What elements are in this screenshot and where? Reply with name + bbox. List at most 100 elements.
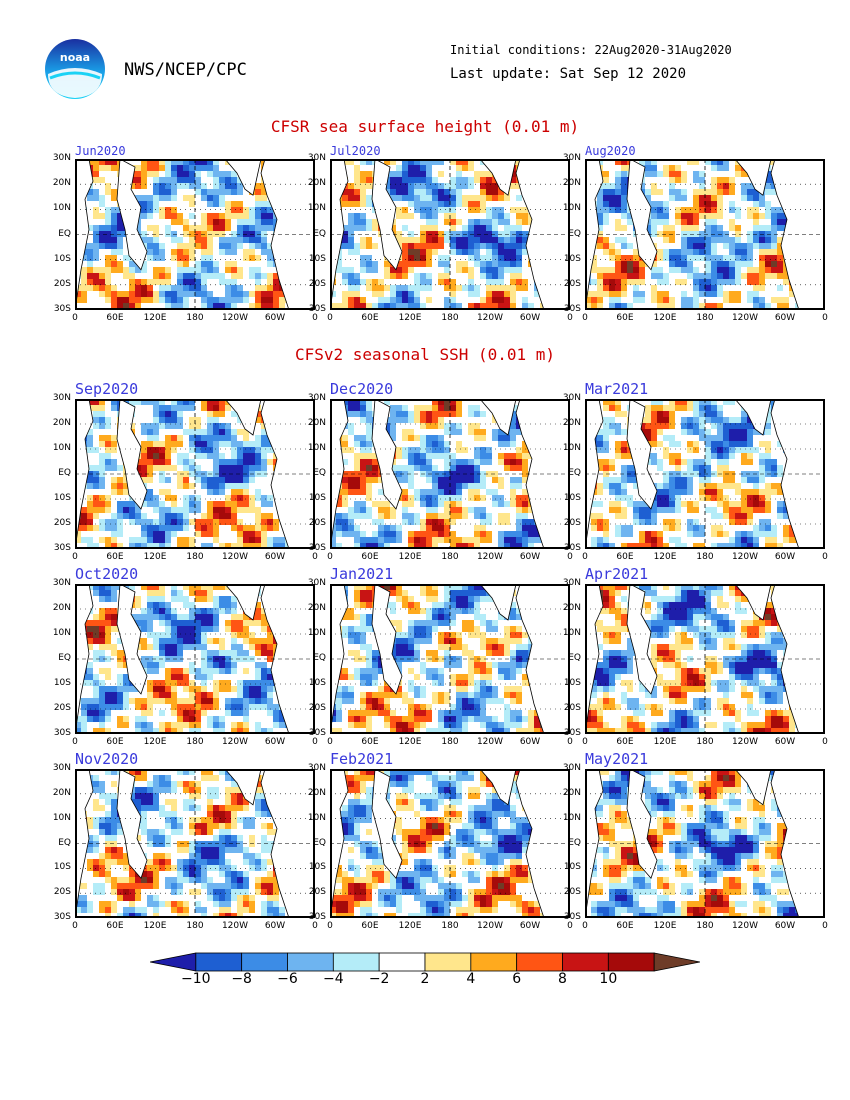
y-tick-label: 10N [307,443,326,453]
x-tick-label: 120W [476,552,504,562]
y-tick-label: EQ [568,468,581,478]
landmass [734,399,772,436]
y-tick-label: 10S [53,862,71,873]
landmass [371,584,403,695]
y-tick-label: 20S [563,278,581,289]
x-tick-label: 0 [567,313,573,323]
y-tick-label: 30S [308,912,326,922]
y-tick-label: EQ [313,228,326,239]
x-tick-label: 180 [696,737,714,747]
panel-title: Nov2020 [75,750,139,768]
landmass [116,584,148,695]
x-tick-label: 60E [106,552,124,562]
x-tick-label: 120W [476,921,504,931]
ssh-heatmap-panel [75,584,315,734]
x-tick-label: 120W [731,737,759,747]
x-tick-label: 60W [519,552,541,562]
colorbar-tick-label: −10 [181,971,211,987]
x-tick-label: 120W [731,313,759,323]
x-tick-label: 0 [327,313,333,323]
colorbar-swatch [195,952,243,972]
landmass [626,399,658,510]
landmass [371,399,403,510]
x-tick-label: 180 [441,313,459,323]
y-tick-label: 20N [307,418,326,428]
y-tick-label: 10S [308,493,326,503]
x-tick-label: 60W [774,313,796,323]
landmass [116,399,148,510]
landmass [116,769,148,880]
y-tick-label: 20N [52,178,71,189]
y-tick-label: 30S [53,912,71,922]
x-tick-label: 120E [143,921,167,931]
y-tick-label: 20S [308,278,326,289]
initial-conditions: Initial conditions: 22Aug2020-31Aug2020 [450,43,732,57]
y-tick-label: 30S [308,304,326,314]
colorbar-swatch [562,952,609,972]
y-tick-label: 10S [53,253,71,264]
y-tick-label: 20S [563,887,581,898]
y-tick-label: 20S [308,887,326,898]
x-tick-label: 60W [264,921,286,931]
y-tick-label: 20S [53,278,71,289]
y-tick-label: 10S [308,678,326,688]
y-tick-label: 30S [53,543,71,553]
y-tick-label: 30N [52,393,71,403]
landmass [626,159,658,271]
x-tick-label: 120E [143,737,167,747]
x-tick-label: 60W [264,552,286,562]
x-tick-label: 0 [567,737,573,747]
landmass [224,159,262,196]
y-tick-label: 10N [52,628,71,638]
panel-title: Sep2020 [75,380,139,398]
y-tick-label: 20S [53,703,71,713]
colorbar-swatch [424,952,472,972]
x-tick-label: 60W [519,921,541,931]
panel-title: Dec2020 [330,380,394,398]
ssh-heatmap-panel [585,159,825,310]
y-tick-label: 20S [53,887,71,898]
x-tick-label: 120W [221,737,249,747]
x-tick-label: 0 [312,737,318,747]
x-tick-label: 180 [186,313,204,323]
x-tick-label: 120W [221,552,249,562]
y-tick-label: EQ [58,228,71,239]
x-tick-label: 120W [221,313,249,323]
y-tick-label: 20N [307,178,326,189]
y-tick-label: 30N [307,763,326,773]
x-tick-label: 120E [653,921,677,931]
ssh-heatmap-panel [585,584,825,734]
y-tick-label: 10S [53,493,71,503]
x-tick-label: 120W [731,552,759,562]
colorbar-tick-label: −8 [231,971,252,987]
last-update: Last update: Sat Sep 12 2020 [450,66,687,82]
y-tick-label: 30S [308,543,326,553]
ssh-heatmap-panel [330,584,570,734]
colorbar-swatch [516,952,563,972]
y-tick-label: 30N [52,763,71,773]
ssh-heatmap-panel [330,399,570,549]
panel-title: Jan2021 [330,565,394,583]
y-tick-label: 30N [52,153,71,163]
landmass [626,769,658,880]
y-tick-label: 20N [52,603,71,613]
x-tick-label: 180 [441,737,459,747]
colorbar-swatch [241,952,288,972]
landmass [734,159,772,196]
y-tick-label: 30S [53,728,71,738]
panel-title: Oct2020 [75,565,139,583]
y-tick-label: 10S [563,253,581,264]
y-tick-label: 10N [52,812,71,823]
y-tick-label: 20N [562,178,581,189]
x-tick-label: 60W [264,737,286,747]
panel-title: May2021 [585,750,649,768]
x-tick-label: 60E [361,737,379,747]
colorbar-tick-label: 8 [558,971,567,987]
y-tick-label: 10S [53,678,71,688]
ssh-heatmap-panel [330,159,570,310]
x-tick-label: 60W [774,737,796,747]
y-tick-label: 30S [563,304,581,314]
x-tick-label: 0 [582,313,588,323]
y-tick-label: EQ [58,653,71,663]
panel-title: Jun2020 [75,144,126,158]
